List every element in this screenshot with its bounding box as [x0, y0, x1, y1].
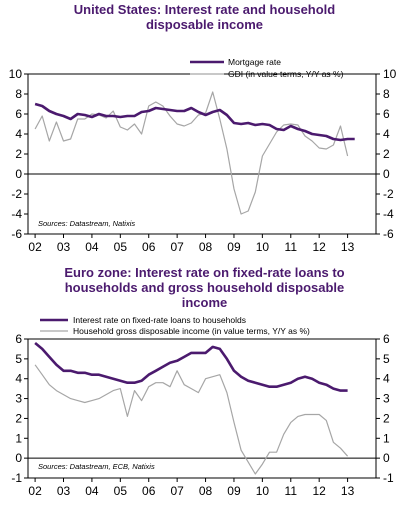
chart1-xtick-label: 07 [170, 240, 184, 254]
chart1-ytick-label-right: 0 [383, 167, 390, 181]
chart1-title-line2: disposable income [145, 17, 264, 32]
chart2-ytick-label-left: 0 [15, 451, 22, 465]
chart1-legend-label-1: Mortgage rate [228, 57, 281, 67]
chart2-xtick-label: 03 [57, 484, 71, 498]
chart2-ytick-label-right: 3 [383, 392, 390, 406]
chart2-xtick-label: 07 [170, 484, 184, 498]
chart2-xtick-label: 06 [142, 484, 156, 498]
chart1-xtick-label: 06 [142, 240, 156, 254]
chart2-ytick-label-right: 0 [383, 451, 390, 465]
chart1-title: United States: Interest rate and househo… [0, 2, 409, 32]
chart2-title: Euro zone: Interest rate on fixed-rate l… [0, 265, 409, 310]
chart1-xtick-label: 10 [256, 240, 270, 254]
chart2-ytick-label-left: 2 [15, 411, 22, 425]
chart2-ytick-label-right: 1 [383, 431, 390, 445]
chart1-series-rate-line [34, 102, 355, 142]
chart2-xtick-label: 13 [341, 484, 355, 498]
chart1-ytick-label-right: 6 [383, 107, 390, 121]
chart2-ytick-label-right: 5 [383, 352, 390, 366]
chart2-xtick-label: 09 [227, 484, 241, 498]
chart2-ytick-label-left: 1 [15, 431, 22, 445]
chart1-title-line1: United States: Interest rate and househo… [73, 2, 336, 17]
chart2-title-line2: households and gross household disposabl… [64, 280, 345, 295]
chart1-xtick-label: 04 [85, 240, 99, 254]
chart1-ytick-label-left: 10 [9, 67, 23, 81]
chart2-series-income-line [34, 364, 349, 475]
chart2-xtick-label: 02 [28, 484, 42, 498]
chart1-plot-frame [27, 73, 377, 235]
chart1-series-income-line [34, 91, 349, 215]
chart2-ytick-label-left: 6 [15, 332, 22, 346]
chart1-ytick-label-left: 8 [15, 87, 22, 101]
chart2: -1 -10 01 12 23 34 45 56 602 03 04 05 06 07 08 09 10 11 12… [11, 315, 394, 498]
chart2-legend-label-1: Interest rate on fixed-rate loans to hou… [73, 315, 246, 325]
chart2-source-note: Sources: Datastream, ECB, Natixis [38, 462, 155, 471]
chart1-xtick-label: 02 [28, 240, 42, 254]
chart2-ytick-label-right: 6 [383, 332, 390, 346]
chart2-plot-frame [27, 338, 377, 479]
chart1-xtick-label: 03 [57, 240, 71, 254]
chart1-xtick-label: 11 [285, 240, 298, 254]
chart2-xtick-label: 04 [85, 484, 99, 498]
chart1-xtick-label: 05 [114, 240, 128, 254]
chart2-title-line3: income [181, 295, 228, 310]
chart1-xtick-label: 12 [313, 240, 327, 254]
chart1-ytick-label-right: -2 [383, 187, 394, 201]
chart1-ytick-label-left: 4 [15, 127, 22, 141]
chart1-ytick-label-right: -6 [383, 227, 394, 241]
chart2-ytick-label-left: 3 [15, 392, 22, 406]
chart2-ytick-label-left: 5 [15, 352, 22, 366]
chart1-ytick-label-right: -4 [383, 207, 394, 221]
chart1-legend-label-2: GDI (in value terms, Y/Y as %) [228, 69, 344, 79]
chart1-source-note: Sources: Datastream, Natixis [38, 219, 135, 228]
chart1-ytick-label-left: -4 [11, 207, 22, 221]
chart1-xtick-label: 08 [199, 240, 213, 254]
chart1-ytick-label-right: 4 [383, 127, 390, 141]
chart2-xtick-label: 05 [114, 484, 128, 498]
chart1-ytick-label-left: -6 [11, 227, 22, 241]
chart2-series-rate-line [34, 342, 348, 392]
chart1-ytick-label-right: 2 [383, 147, 390, 161]
chart2-xtick-label: 11 [285, 484, 298, 498]
chart1-xtick-label: 13 [341, 240, 355, 254]
chart2-ytick-label-right: -1 [383, 471, 394, 485]
chart2-ytick-label-left: -1 [11, 471, 22, 485]
chart1-ytick-label-right: 10 [383, 67, 397, 81]
chart1-ytick-label-right: 8 [383, 87, 390, 101]
chart2-ytick-label-right: 4 [383, 372, 390, 386]
chart1-ytick-label-left: 6 [15, 107, 22, 121]
chart2-legend-label-2: Household gross disposable income (in va… [73, 326, 310, 336]
chart2-xtick-label: 12 [313, 484, 327, 498]
chart1-xtick-label: 09 [227, 240, 241, 254]
chart2-xtick-label: 10 [256, 484, 270, 498]
chart2-title-line1: Euro zone: Interest rate on fixed-rate l… [64, 265, 345, 280]
chart2-ytick-label-left: 4 [15, 372, 22, 386]
chart1-ytick-label-left: 0 [15, 167, 22, 181]
chart2-xtick-label: 08 [199, 484, 213, 498]
chart1-ytick-label-left: 2 [15, 147, 22, 161]
chart1-ytick-label-left: -2 [11, 187, 22, 201]
chart2-ytick-label-right: 2 [383, 411, 390, 425]
